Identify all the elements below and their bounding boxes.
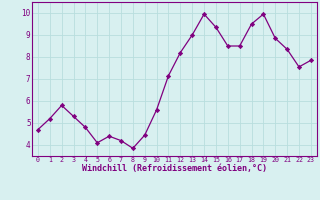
X-axis label: Windchill (Refroidissement éolien,°C): Windchill (Refroidissement éolien,°C) <box>82 164 267 173</box>
